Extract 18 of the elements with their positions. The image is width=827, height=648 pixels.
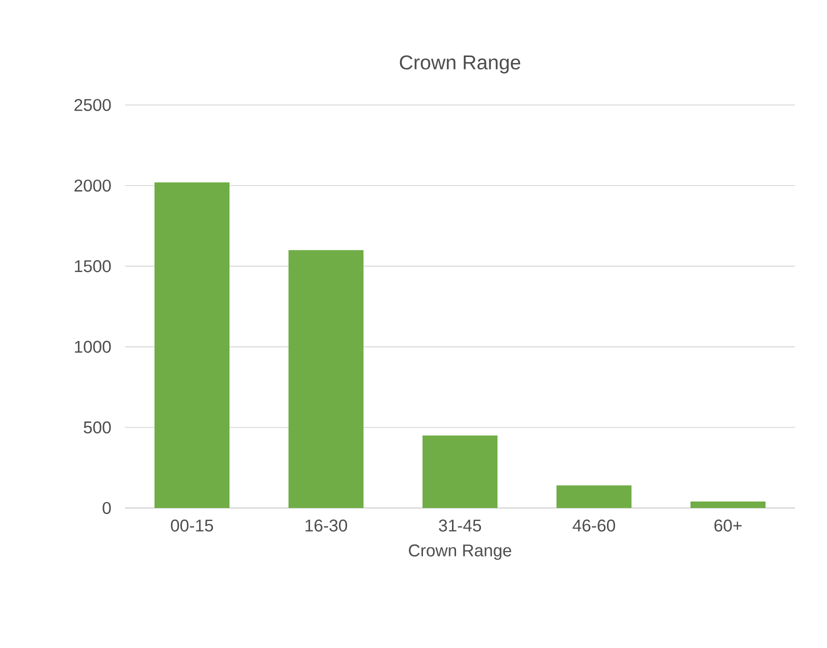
y-tick-label: 2500 bbox=[74, 98, 111, 112]
x-axis-title: Crown Range bbox=[408, 544, 512, 560]
chart-title: Crown Range bbox=[400, 55, 520, 74]
x-tick-label: 60+ bbox=[714, 520, 742, 532]
x-tick-label: 00-15 bbox=[170, 520, 214, 532]
bar bbox=[154, 182, 230, 508]
bar bbox=[422, 435, 498, 508]
bar bbox=[556, 485, 632, 508]
x-tick-label: 31-45 bbox=[438, 520, 482, 532]
y-tick-label: 1000 bbox=[74, 340, 111, 353]
x-tick-label: 16-30 bbox=[306, 520, 348, 532]
y-tick-label: 2000 bbox=[74, 180, 111, 192]
bar bbox=[288, 250, 364, 508]
bar bbox=[690, 502, 766, 508]
y-tick-label: 500 bbox=[84, 421, 111, 434]
y-tick-label: 1500 bbox=[74, 260, 111, 272]
y-tick-label: 0 bbox=[102, 502, 111, 514]
x-tick-label: 46-60 bbox=[572, 520, 616, 532]
